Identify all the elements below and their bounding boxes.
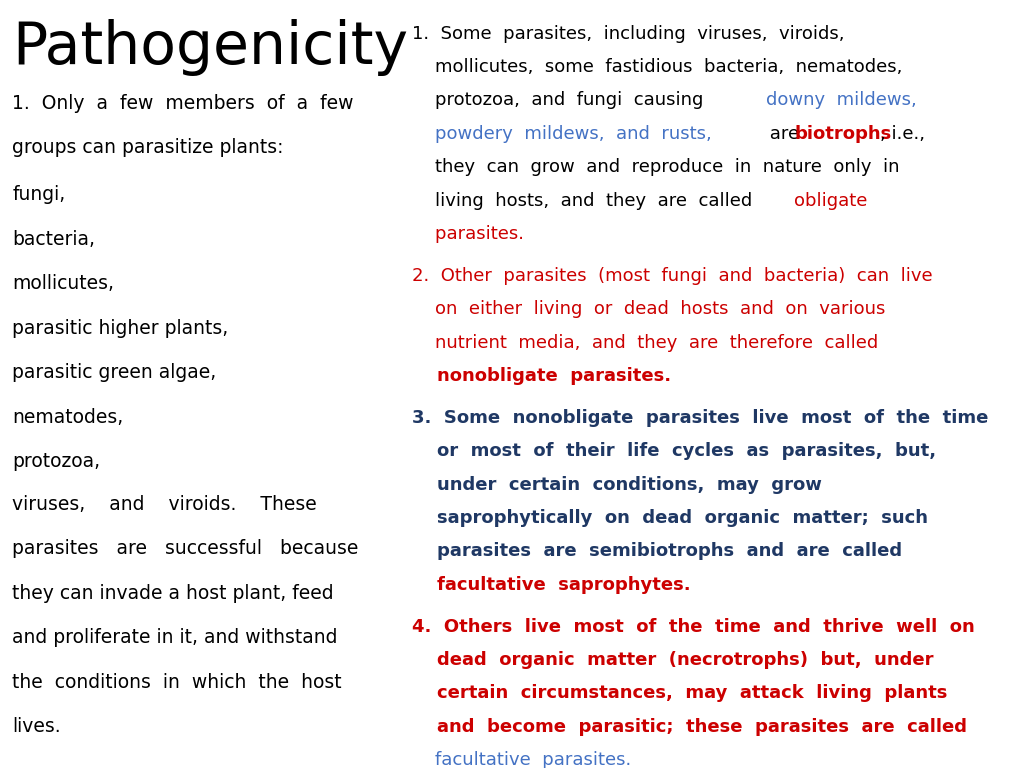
Text: obligate: obligate	[794, 192, 867, 210]
Text: facultative  parasites.: facultative parasites.	[412, 751, 631, 768]
Text: nematodes,: nematodes,	[12, 408, 124, 427]
Text: under  certain  conditions,  may  grow: under certain conditions, may grow	[412, 475, 821, 494]
Text: 3.  Some  nonobligate  parasites  live  most  of  the  time: 3. Some nonobligate parasites live most …	[412, 409, 988, 427]
Text: nonobligate  parasites.: nonobligate parasites.	[412, 367, 671, 385]
Text: lives.: lives.	[12, 717, 60, 737]
Text: protozoa,  and  fungi  causing: protozoa, and fungi causing	[412, 91, 709, 109]
Text: certain  circumstances,  may  attack  living  plants: certain circumstances, may attack living…	[412, 684, 947, 703]
Text: viruses,    and    viroids.    These: viruses, and viroids. These	[12, 495, 317, 514]
Text: protozoa,: protozoa,	[12, 452, 100, 472]
Text: nutrient  media,  and  they  are  therefore  called: nutrient media, and they are therefore c…	[412, 333, 878, 352]
Text: mollicutes,  some  fastidious  bacteria,  nematodes,: mollicutes, some fastidious bacteria, ne…	[412, 58, 902, 76]
Text: the  conditions  in  which  the  host: the conditions in which the host	[12, 673, 342, 692]
Text: parasites.: parasites.	[412, 225, 523, 243]
Text: 4.  Others  live  most  of  the  time  and  thrive  well  on: 4. Others live most of the time and thri…	[412, 617, 975, 636]
Text: groups can parasitize plants:: groups can parasitize plants:	[12, 138, 284, 157]
Text: dead  organic  matter  (necrotrophs)  but,  under: dead organic matter (necrotrophs) but, u…	[412, 651, 933, 669]
Text: and  become  parasitic;  these  parasites  are  called: and become parasitic; these parasites ar…	[412, 718, 967, 736]
Text: facultative  saprophytes.: facultative saprophytes.	[412, 576, 690, 594]
Text: 1.  Only  a  few  members  of  a  few: 1. Only a few members of a few	[12, 94, 353, 113]
Text: saprophytically  on  dead  organic  matter;  such: saprophytically on dead organic matter; …	[412, 509, 928, 527]
Text: living  hosts,  and  they  are  called: living hosts, and they are called	[412, 192, 758, 210]
Text: mollicutes,: mollicutes,	[12, 274, 115, 293]
Text: they  can  grow  and  reproduce  in  nature  only  in: they can grow and reproduce in nature on…	[412, 158, 899, 176]
Text: or  most  of  their  life  cycles  as  parasites,  but,: or most of their life cycles as parasite…	[412, 442, 936, 460]
Text: , i.e.,: , i.e.,	[880, 124, 925, 143]
Text: parasites  are  semibiotrophs  and  are  called: parasites are semibiotrophs and are call…	[412, 542, 902, 561]
Text: and proliferate in it, and withstand: and proliferate in it, and withstand	[12, 628, 338, 647]
Text: bacteria,: bacteria,	[12, 230, 95, 249]
Text: Pathogenicity: Pathogenicity	[12, 19, 409, 76]
Text: parasitic green algae,: parasitic green algae,	[12, 363, 216, 382]
Text: are: are	[764, 124, 805, 143]
Text: 1.  Some  parasites,  including  viruses,  viroids,: 1. Some parasites, including viruses, vi…	[412, 25, 844, 42]
Text: parasites   are   successful   because: parasites are successful because	[12, 539, 358, 558]
Text: they can invade a host plant, feed: they can invade a host plant, feed	[12, 584, 334, 603]
Text: 2.  Other  parasites  (most  fungi  and  bacteria)  can  live: 2. Other parasites (most fungi and bacte…	[412, 266, 932, 285]
Text: on  either  living  or  dead  hosts  and  on  various: on either living or dead hosts and on va…	[412, 300, 885, 318]
Text: fungi,: fungi,	[12, 185, 66, 204]
Text: downy  mildews,: downy mildews,	[766, 91, 916, 109]
Text: biotrophs: biotrophs	[795, 124, 892, 143]
Text: parasitic higher plants,: parasitic higher plants,	[12, 319, 228, 338]
Text: powdery  mildews,  and  rusts,: powdery mildews, and rusts,	[412, 124, 712, 143]
